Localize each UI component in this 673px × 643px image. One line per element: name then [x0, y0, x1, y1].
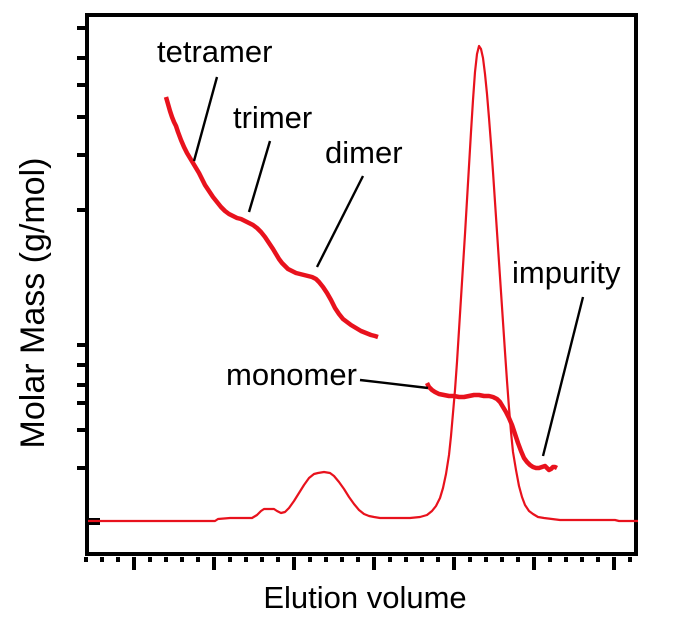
y-axis-minor-tick: [77, 343, 87, 347]
x-axis-minor-tick: [564, 557, 568, 562]
x-axis-minor-tick: [388, 557, 392, 562]
x-axis-minor-tick: [516, 557, 520, 562]
x-axis-minor-tick: [260, 557, 264, 562]
leader-line-impurity: [541, 296, 585, 457]
x-axis-major-tick: [372, 557, 376, 570]
y-axis-minor-tick: [77, 83, 87, 87]
y-axis-minor-tick: [77, 153, 87, 157]
leader-line-trimer: [247, 140, 272, 213]
y-axis-minor-tick: [77, 466, 87, 470]
x-axis-minor-tick: [548, 557, 552, 562]
y-axis-minor-tick: [77, 115, 87, 119]
x-axis-minor-tick: [116, 557, 120, 562]
x-axis-major-tick: [212, 557, 216, 570]
x-axis-minor-tick: [100, 557, 104, 562]
x-axis-minor-tick: [324, 557, 328, 562]
x-axis-minor-tick: [340, 557, 344, 562]
y-axis-minor-tick: [77, 428, 87, 432]
x-axis-minor-tick: [420, 557, 424, 562]
x-axis-major-tick: [532, 557, 536, 570]
x-axis-minor-tick: [468, 557, 472, 562]
plot-frame: [85, 13, 638, 556]
y-axis-minor-tick: [77, 56, 87, 60]
y-axis-minor-tick: [77, 26, 87, 30]
x-axis-minor-tick: [500, 557, 504, 562]
x-axis-major-tick: [292, 557, 296, 570]
x-axis-minor-tick: [308, 557, 312, 562]
x-axis-minor-tick: [276, 557, 280, 562]
x-axis-major-tick: [612, 557, 616, 570]
x-axis-minor-tick: [484, 557, 488, 562]
x-axis-minor-tick: [580, 557, 584, 562]
x-axis-minor-tick: [164, 557, 168, 562]
series-chromatogram: [88, 44, 638, 523]
x-axis-minor-tick: [404, 557, 408, 562]
series-molar-mass-oligomers: [163, 96, 379, 340]
leader-line-monomer: [359, 378, 429, 390]
x-axis-minor-tick: [196, 557, 200, 562]
x-axis-minor-tick: [356, 557, 360, 562]
x-axis-minor-tick: [180, 557, 184, 562]
leader-line-dimer: [315, 175, 365, 268]
y-axis-minor-tick: [77, 208, 87, 212]
x-axis-major-tick: [452, 557, 456, 570]
x-axis-minor-tick: [596, 557, 600, 562]
x-axis-minor-tick: [84, 557, 88, 562]
y-axis-minor-tick: [77, 363, 87, 367]
x-axis-minor-tick: [628, 557, 632, 562]
x-axis-minor-tick: [244, 557, 248, 562]
y-axis-minor-tick: [77, 401, 87, 405]
x-axis-minor-tick: [228, 557, 232, 562]
x-axis-minor-tick: [436, 557, 440, 562]
leader-line-tetramer: [192, 76, 219, 162]
y-axis-minor-tick: [77, 383, 87, 387]
series-molar-mass-monomer: [424, 381, 559, 473]
x-axis-minor-tick: [148, 557, 152, 562]
x-axis-major-tick: [132, 557, 136, 570]
